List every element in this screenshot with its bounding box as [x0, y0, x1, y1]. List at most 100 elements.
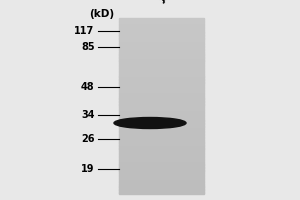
- Bar: [118, 93, 204, 94]
- Bar: [118, 185, 204, 187]
- Bar: [118, 49, 204, 50]
- Bar: [118, 68, 204, 69]
- Bar: [118, 142, 204, 144]
- Bar: [118, 54, 204, 56]
- Bar: [118, 175, 204, 176]
- Bar: [118, 94, 204, 96]
- Bar: [118, 156, 204, 157]
- Bar: [118, 74, 204, 75]
- Bar: [118, 113, 204, 115]
- Bar: [118, 25, 204, 27]
- Bar: [118, 76, 204, 78]
- Bar: [118, 44, 204, 46]
- Bar: [118, 184, 204, 185]
- Bar: [118, 106, 204, 107]
- Bar: [118, 170, 204, 172]
- Bar: [118, 118, 204, 119]
- Bar: [118, 66, 204, 68]
- Text: 117: 117: [74, 26, 94, 36]
- Bar: [118, 151, 204, 153]
- Bar: [118, 189, 204, 191]
- Bar: [118, 35, 204, 37]
- Bar: [118, 43, 204, 44]
- Bar: [118, 134, 204, 135]
- Bar: [118, 144, 204, 146]
- Bar: [118, 122, 204, 124]
- Bar: [118, 179, 204, 181]
- Bar: [118, 63, 204, 65]
- Bar: [118, 178, 204, 179]
- Bar: [118, 131, 204, 132]
- Bar: [118, 172, 204, 173]
- Bar: [118, 69, 204, 71]
- Ellipse shape: [114, 117, 186, 129]
- Bar: [118, 38, 204, 40]
- Bar: [118, 52, 204, 53]
- Bar: [118, 72, 204, 74]
- Bar: [118, 129, 204, 131]
- Bar: [118, 141, 204, 143]
- Bar: [118, 62, 204, 63]
- Bar: [118, 18, 204, 19]
- Bar: [118, 100, 204, 102]
- Bar: [118, 135, 204, 137]
- Bar: [118, 103, 204, 105]
- Bar: [118, 41, 204, 43]
- Bar: [118, 30, 204, 31]
- Bar: [118, 181, 204, 182]
- Bar: [118, 65, 204, 66]
- Bar: [118, 34, 204, 36]
- Bar: [118, 148, 204, 150]
- Bar: [118, 97, 204, 99]
- Bar: [118, 101, 204, 103]
- Bar: [118, 60, 204, 62]
- Bar: [118, 167, 204, 169]
- Bar: [118, 147, 204, 149]
- Bar: [118, 84, 204, 85]
- Bar: [118, 138, 204, 140]
- Bar: [118, 157, 204, 159]
- Bar: [118, 82, 204, 84]
- Bar: [118, 85, 204, 87]
- Text: 19: 19: [81, 164, 94, 174]
- Bar: [118, 88, 204, 90]
- Bar: [118, 116, 204, 118]
- Bar: [118, 110, 204, 112]
- Bar: [118, 160, 204, 162]
- Bar: [118, 120, 204, 122]
- Bar: [118, 125, 204, 127]
- Bar: [118, 159, 204, 160]
- Bar: [118, 57, 204, 59]
- Bar: [118, 47, 204, 49]
- Bar: [118, 137, 204, 138]
- Bar: [118, 27, 204, 28]
- Bar: [118, 98, 204, 100]
- Bar: [118, 91, 204, 93]
- Bar: [118, 150, 204, 151]
- Bar: [118, 169, 204, 171]
- Bar: [118, 166, 204, 168]
- Bar: [118, 188, 204, 190]
- Bar: [118, 173, 204, 175]
- Bar: [118, 191, 204, 193]
- Bar: [118, 79, 204, 81]
- Bar: [118, 19, 204, 21]
- Bar: [118, 87, 204, 88]
- Text: 34: 34: [81, 110, 94, 120]
- Bar: [118, 123, 204, 125]
- Text: 48: 48: [81, 82, 94, 92]
- Bar: [118, 24, 204, 25]
- Bar: [118, 28, 204, 30]
- Bar: [118, 162, 204, 163]
- Bar: [118, 71, 204, 72]
- Bar: [118, 96, 204, 97]
- Bar: [118, 50, 204, 52]
- Text: 85: 85: [81, 42, 94, 52]
- Bar: [118, 81, 204, 83]
- Bar: [118, 37, 204, 39]
- Bar: [118, 75, 204, 77]
- Bar: [118, 186, 204, 188]
- Bar: [118, 119, 204, 121]
- Bar: [118, 78, 204, 80]
- Bar: [118, 53, 204, 55]
